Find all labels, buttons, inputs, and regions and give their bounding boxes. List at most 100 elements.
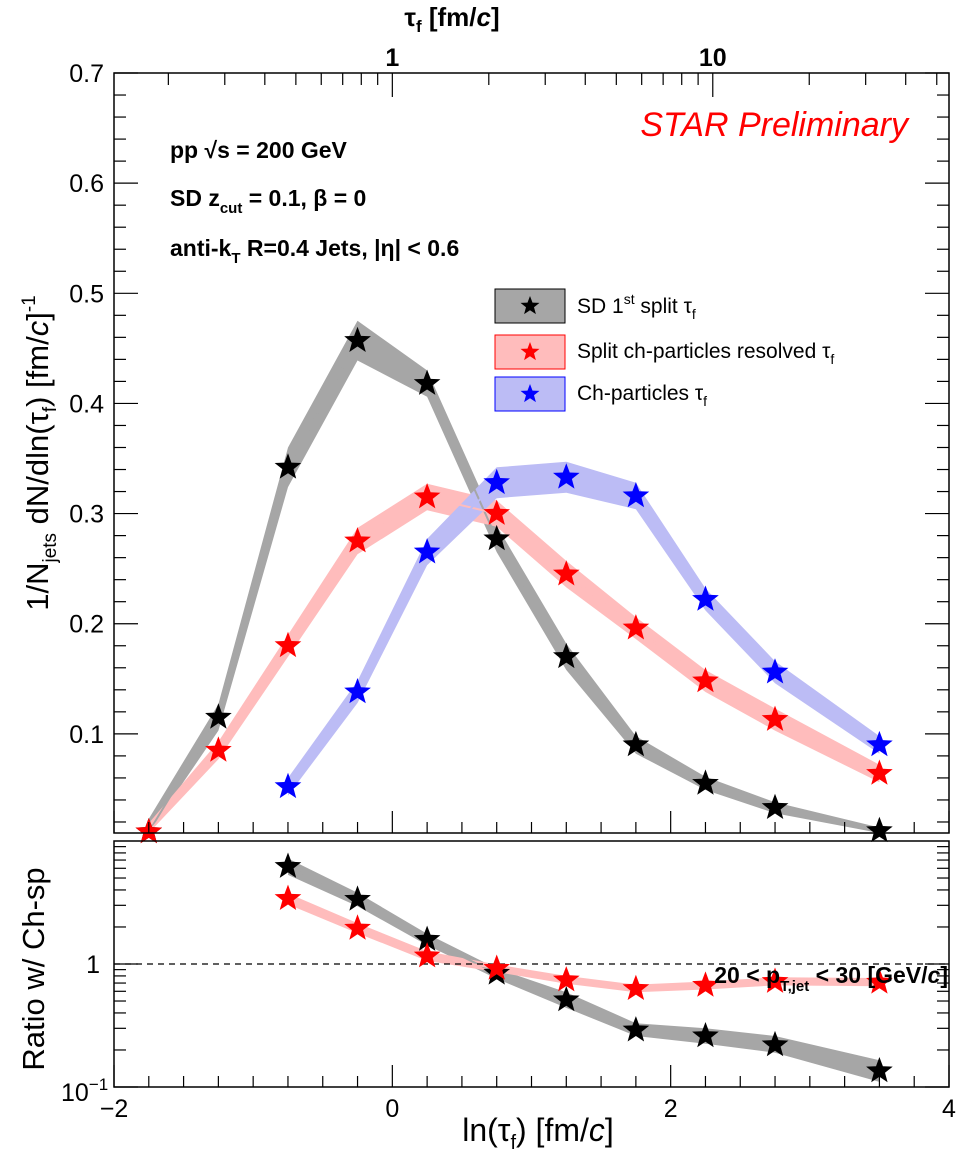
annotation-pp-energy: pp √s = 200 GeV (170, 137, 348, 163)
ratio-marker-sd-1 (344, 885, 371, 911)
top-axis-title-close: ] (491, 2, 500, 32)
ratio-pt-annotation: 20 < pT,jet < 30 [GeV/c] (714, 962, 948, 995)
ratio-marker-sd-7 (761, 1030, 789, 1057)
ratio-marker-split-1 (344, 914, 371, 940)
annotation-jets: anti-kT R=0.4 Jets, |η| < 0.6 (170, 235, 459, 267)
legend-label-sd: SD 1st split τf (577, 291, 696, 322)
marker-sd-1 (205, 703, 232, 729)
ratio-marker-split-2 (413, 942, 441, 968)
top-axis-title-tau: τ (404, 2, 416, 32)
xlabel-post: ) [fm/ (516, 1112, 589, 1148)
main-y-axis-title: 1/Njets dN/dln(τf) [fm/c]-1 (19, 295, 61, 611)
marker-sd-9 (761, 793, 789, 819)
xlabel-sub: f (510, 1132, 516, 1152)
marker-ch-3 (483, 468, 510, 495)
ratio-marker-sd-0 (274, 852, 302, 878)
legend-sd-b: split τ (635, 295, 693, 318)
ylabel-sub-jets: jets (40, 533, 61, 564)
marker-ch-4 (553, 463, 580, 489)
ratio-marker-sd-6 (692, 1022, 719, 1048)
main-ytick-label: 0.7 (69, 60, 104, 88)
ylabel-mid: dN/dln(τ (20, 412, 55, 533)
ratio-markers (274, 852, 893, 1083)
ylabel-c: c (20, 320, 55, 336)
ratio-y-axis-title: Ratio w/ Ch-sp (16, 867, 51, 1070)
marker-split-4 (413, 483, 441, 509)
legend-split-a: Split ch-particles resolved τ (577, 340, 831, 363)
legend-star-ch (520, 384, 540, 403)
band-ch (288, 461, 880, 796)
main-ytick-label: 0.6 (69, 170, 104, 198)
ratio-marker-split-0 (274, 884, 302, 910)
xlabel-pre: ln(τ (462, 1112, 511, 1148)
annotation-jets-pre: anti-k (170, 235, 232, 261)
ylabel-pre: 1/N (20, 563, 55, 611)
xlabel-close: ] (605, 1112, 614, 1148)
annotation-sd-post: = 0.1, β = 0 (242, 185, 366, 211)
legend-sd-a: SD 1 (577, 295, 624, 318)
ratio-marker-split-5 (622, 974, 650, 1000)
legend-split-sub: f (830, 351, 834, 367)
legend-ch-sub: f (703, 393, 707, 409)
marker-split-6 (553, 560, 580, 586)
ratio-axes: −2 0 2 4 (100, 846, 956, 1123)
legend: SD 1st split τf Split ch-particles resol… (494, 288, 834, 412)
ratio-marker-split-3 (483, 954, 510, 980)
ratio-ann-pre: 20 < p (714, 962, 780, 988)
top-axis-tick-label: 1 (385, 44, 399, 72)
ratio-marker-split-7 (761, 967, 789, 993)
marker-split-7 (622, 614, 650, 640)
annotation-jets-sub: T (231, 250, 240, 267)
ylabel-post: ) [fm/ (20, 336, 55, 407)
top-axis-tick-label: 10 (699, 44, 727, 72)
legend-star-sd (520, 296, 540, 315)
top-axis-title: τf [fm/c] (404, 2, 499, 36)
ratio-xtick-label: −2 (100, 1095, 129, 1123)
top-axis-title-sub: f (416, 17, 422, 36)
marker-split-9 (761, 705, 789, 731)
ratio-band-sd (288, 858, 880, 1082)
ratio-ann-post: < 30 [GeV/ (809, 962, 928, 988)
ylabel-sub-f: f (40, 406, 61, 412)
marker-split-2 (274, 631, 302, 658)
main-ytick-label: 0.4 (69, 390, 104, 418)
marker-ch-8 (866, 730, 893, 757)
star-preliminary-label: STAR Preliminary (640, 106, 910, 144)
main-ytick-label: 0.5 (69, 280, 104, 308)
marker-split-8 (692, 667, 719, 693)
marker-sd-5 (483, 524, 510, 551)
ratio-frame (113, 840, 950, 1088)
ratio-ytick-exp: −1 (89, 1075, 108, 1094)
ratio-ann-sub: T,jet (780, 978, 809, 995)
ylabel-sup: -1 (19, 295, 40, 312)
annotation-jets-post: R=0.4 Jets, |η| < 0.6 (241, 235, 460, 261)
main-frame (113, 72, 950, 834)
bottom-x-axis-title: ln(τf) [fm/c] (462, 1112, 614, 1152)
marker-ch-7 (761, 658, 789, 684)
marker-sd-4 (413, 369, 441, 395)
marker-ch-5 (622, 482, 650, 508)
ratio-marker-sd-5 (622, 1016, 650, 1042)
ratio-marker-sd-4 (553, 986, 580, 1012)
ratio-marker-sd-8 (866, 1057, 893, 1083)
marker-sd-8 (692, 769, 719, 795)
main-ytick-label: 0.1 (69, 721, 104, 749)
legend-star-split (520, 342, 540, 361)
ratio-ann-close: ] (940, 962, 948, 988)
top-axis-title-c: c (477, 2, 492, 32)
ratio-ytick-label-0p1: 10−1 (61, 1075, 108, 1107)
ratio-xtick-label: 4 (942, 1095, 956, 1123)
marker-sd-6 (553, 642, 580, 669)
main-ytick-label: 0.2 (69, 611, 104, 639)
legend-ch-a: Ch-particles τ (577, 382, 704, 405)
marker-sd-3 (344, 326, 371, 352)
annotation-sd-pre: SD z (170, 185, 220, 211)
top-axis-title-unit: [fm/ (422, 2, 477, 32)
marker-ch-1 (344, 678, 371, 704)
ratio-marker-split-8 (866, 968, 893, 994)
annotation-sd-params: SD zcut = 0.1, β = 0 (170, 185, 366, 217)
marker-ch-0 (274, 772, 302, 799)
band-split (148, 483, 880, 833)
marker-sd-7 (622, 730, 650, 757)
